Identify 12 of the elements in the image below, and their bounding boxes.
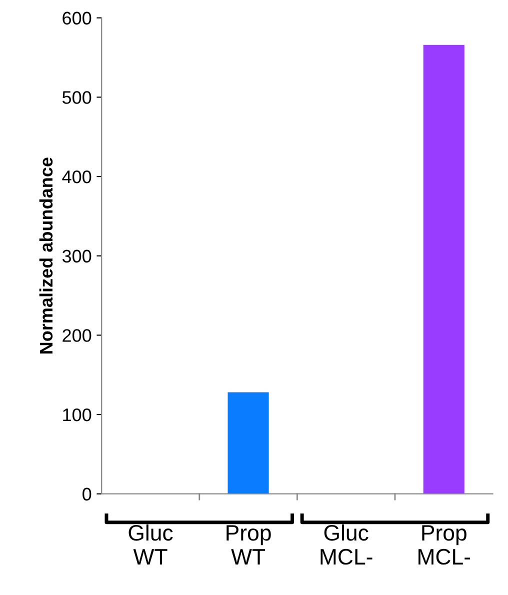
y-tick-label: 500	[62, 91, 92, 104]
x-tick-label: Prop WT	[226, 525, 271, 564]
x-tick-label: Prop MCL-	[418, 525, 470, 565]
y-tick-label: 0	[82, 488, 92, 501]
x-tick-label: Gluc MCL-	[320, 524, 372, 565]
y-axis-title: Normalized abundance	[39, 158, 53, 354]
y-tick-label: 200	[62, 329, 92, 342]
y-tick-label: 600	[62, 12, 92, 25]
y-tick-label: 100	[63, 408, 92, 422]
y-tick-label: 300	[62, 250, 92, 263]
x-tick-label: Gluc WT	[128, 524, 173, 564]
y-tick-label: 400	[62, 170, 92, 184]
